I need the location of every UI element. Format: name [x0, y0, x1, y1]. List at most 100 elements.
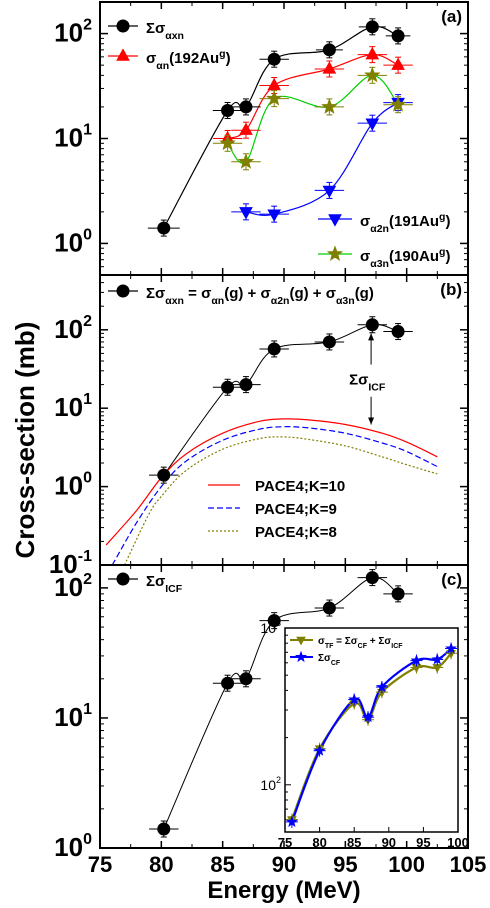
- inset-data-point-1: [445, 642, 457, 654]
- data-point-b0: [365, 318, 379, 332]
- data-point-a1: [267, 77, 282, 91]
- legend-label: σα3n(190Aug): [360, 246, 450, 270]
- inset-data-point-1: [348, 693, 361, 705]
- data-point-b0: [322, 335, 336, 349]
- x-tick-label: 95: [333, 852, 357, 877]
- panel-label: (b): [440, 280, 462, 299]
- inset-data-point-1: [362, 710, 374, 723]
- arrow-head-up: [368, 333, 375, 341]
- legend-marker: [326, 245, 344, 261]
- legend-label: PACE4;K=8: [255, 524, 337, 541]
- data-point-a3: [364, 66, 381, 83]
- inset-x-tick-label: 90: [382, 835, 396, 850]
- data-point-b0: [157, 468, 171, 482]
- panel-frame-a: [99, 1, 469, 276]
- data-point-c0: [239, 672, 253, 686]
- data-point-c0: [157, 822, 171, 836]
- inset-data-point-1: [410, 654, 423, 666]
- equation-label: Σσαxn = σαn(g) + σα2n(g) + σα3n(g): [146, 285, 374, 307]
- x-tick-label: 100: [388, 852, 425, 877]
- data-point-a1: [322, 61, 337, 74]
- data-point-a0: [157, 221, 171, 235]
- inset-x-tick-label: 80: [312, 835, 326, 850]
- y-tick-label: 10-1: [49, 548, 92, 579]
- data-point-c0: [365, 571, 379, 585]
- y-tick-label: 101: [54, 701, 92, 732]
- data-point-a0: [322, 43, 336, 57]
- x-tick-label: 75: [88, 852, 112, 877]
- legend-marker: [116, 572, 130, 586]
- y-tick-label: 101: [54, 391, 92, 422]
- data-point-a0: [391, 29, 405, 43]
- data-point-a3: [237, 153, 255, 169]
- data-point-c0: [322, 601, 336, 615]
- y-tick-label: 101: [54, 122, 92, 153]
- panel-frame-b: [99, 274, 469, 566]
- inset-frame: [284, 627, 459, 833]
- legend-marker: [116, 48, 130, 61]
- legend-label: σα2n(191Aug): [360, 211, 450, 235]
- y-tick-label: 102: [54, 571, 92, 602]
- legend-marker: [328, 214, 342, 227]
- data-point-c0: [267, 614, 281, 628]
- data-point-c0: [391, 587, 405, 601]
- x-tick-label: 85: [210, 852, 234, 877]
- legend-label: PACE4;K=9: [255, 501, 337, 518]
- pace4-line-0: [105, 418, 438, 546]
- legend-label: PACE4;K=10: [255, 478, 345, 495]
- inset-y-tick-label: 102: [260, 775, 281, 793]
- data-point-a2: [365, 118, 380, 131]
- data-point-b0: [391, 325, 405, 339]
- data-point-b0: [267, 342, 281, 356]
- data-point-a0: [239, 100, 253, 114]
- data-point-a2: [267, 209, 282, 222]
- data-point-a1: [391, 57, 405, 70]
- data-point-a0: [267, 52, 281, 66]
- data-point-a3: [389, 96, 407, 112]
- inset-data-point-1: [431, 653, 444, 665]
- data-point-a3: [321, 98, 338, 114]
- x-tick-label: 90: [272, 852, 296, 877]
- x-tick-label: 80: [149, 852, 173, 877]
- y-tick-label: 100: [54, 470, 92, 501]
- arrow-head-down: [368, 417, 375, 425]
- data-point-c0: [221, 676, 235, 690]
- inset-legend-label: σTF = ΣσCF + ΣσICF: [318, 636, 403, 650]
- inset-legend-label: ΣσCF: [318, 653, 341, 667]
- a2-group: [231, 94, 413, 223]
- inset-x-tick-label: 75: [278, 835, 292, 850]
- data-point-a0: [365, 20, 379, 34]
- data-point-a1: [365, 47, 380, 60]
- inset-legend-marker: [296, 636, 306, 646]
- inset-data-point-1: [313, 744, 326, 756]
- y-tick-label: 102: [54, 313, 92, 344]
- x-tick-label: 105: [450, 852, 487, 877]
- legend-marker: [116, 284, 130, 298]
- data-point-a2: [239, 207, 253, 220]
- inset-legend-marker: [294, 650, 308, 663]
- inset-data-point-1: [286, 815, 298, 827]
- panel-label: (a): [441, 7, 462, 26]
- b0-group: [149, 316, 413, 484]
- data-point-a1: [239, 122, 253, 135]
- data-point-a3: [265, 89, 283, 106]
- icf-annotation: ΣσICF: [349, 372, 386, 394]
- data-point-a2: [322, 185, 337, 199]
- series-line-b0: [163, 323, 399, 476]
- pace4-line-2: [123, 436, 438, 566]
- legend-label: σαn(192Aug): [146, 48, 231, 72]
- data-point-b0: [239, 378, 253, 392]
- y-tick-label: 102: [54, 17, 92, 48]
- data-point-a0: [221, 103, 235, 117]
- legend-marker: [116, 19, 130, 33]
- data-point-a3: [219, 134, 236, 151]
- panel-label: (c): [441, 570, 462, 589]
- inset-x-tick-label: 95: [416, 835, 430, 850]
- inset-x-tick-label: 85: [347, 835, 361, 850]
- data-point-b0: [221, 380, 235, 394]
- legend-label: Σσαxn: [146, 20, 184, 42]
- a3-group: [212, 66, 413, 171]
- inset-data-point-1: [375, 680, 388, 693]
